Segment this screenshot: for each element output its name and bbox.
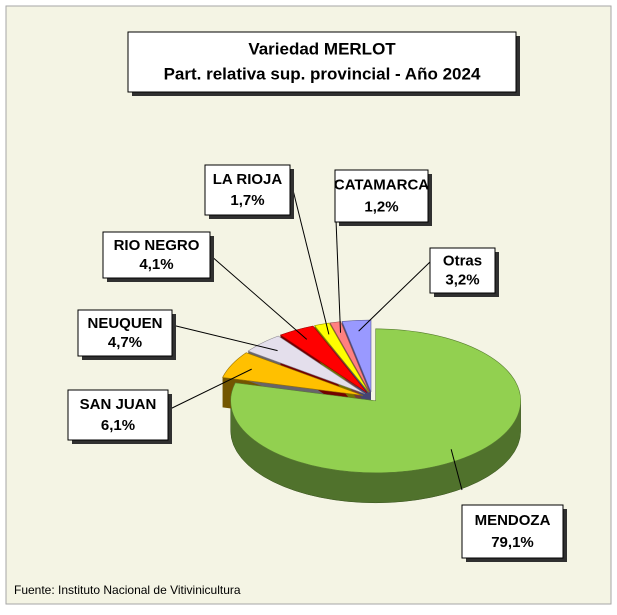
leader-line — [209, 254, 308, 340]
slice — [329, 321, 370, 393]
slice — [341, 319, 372, 393]
label-box — [461, 504, 564, 559]
label-box — [67, 389, 169, 441]
title-box — [127, 31, 517, 93]
chart-subtitle: Part. relativa sup. provincial - Año 202… — [164, 64, 481, 83]
source: Fuente: Instituto Nacional de Vitivinicu… — [14, 583, 241, 597]
value-label: 1,7% — [230, 192, 264, 209]
label-box — [204, 164, 291, 216]
value-label: 79,1% — [491, 534, 534, 551]
category-label: MENDOZA — [475, 512, 551, 529]
category-label: SAN JUAN — [80, 396, 157, 413]
chart-area — [5, 5, 612, 605]
label-box — [334, 169, 429, 223]
category-label: NEUQUEN — [87, 315, 162, 332]
leader-line — [171, 324, 278, 352]
slice — [230, 328, 521, 474]
label-box — [429, 247, 496, 294]
category-label: LA RIOJA — [213, 171, 283, 188]
leader-line — [358, 261, 431, 332]
category-label: Otras — [443, 252, 482, 269]
label-box — [77, 309, 173, 357]
category-label: RIO NEGRO — [114, 237, 200, 254]
value-label: 3,2% — [445, 271, 479, 288]
leader-line — [289, 177, 330, 335]
category-label: CATAMARCA — [334, 177, 429, 194]
value-label: 4,1% — [139, 256, 173, 273]
label-box — [102, 231, 211, 279]
leader-line — [450, 449, 463, 491]
slice — [222, 352, 364, 396]
value-label: 6,1% — [101, 417, 135, 434]
value-label: 4,7% — [108, 334, 142, 351]
leader-line — [167, 368, 252, 411]
slice — [314, 322, 370, 393]
chart-title: Variedad MERLOT — [248, 39, 396, 58]
value-label: 1,2% — [364, 198, 398, 215]
slice-tops — [222, 319, 521, 474]
